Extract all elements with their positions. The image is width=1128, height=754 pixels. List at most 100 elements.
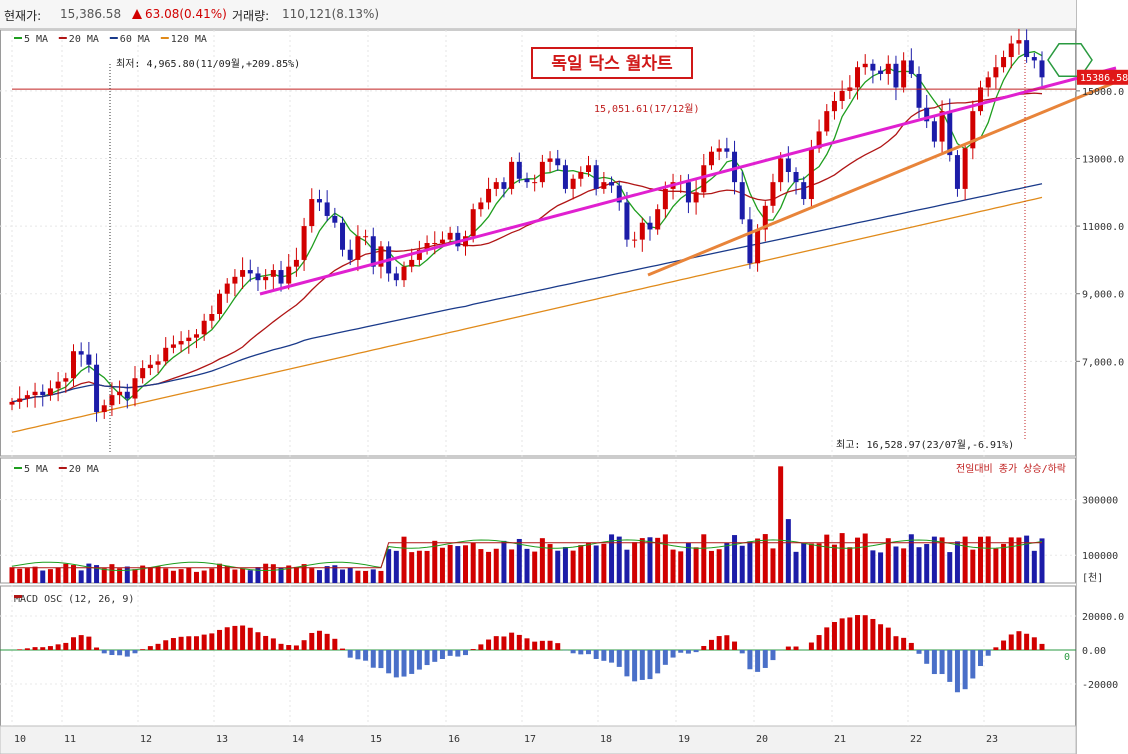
candle-body bbox=[40, 391, 46, 396]
macd-osc-bar bbox=[94, 647, 100, 650]
volume-bar bbox=[701, 534, 707, 583]
volume-bar bbox=[224, 565, 230, 583]
candle-body bbox=[862, 63, 868, 68]
candle-body bbox=[240, 270, 246, 277]
legends: 5 MA 20 MA 60 MA 120 MA 5 MA 20 MA 전일대비 종가 상승/… bbox=[14, 34, 1066, 605]
macd-osc-bar bbox=[293, 645, 299, 650]
volume-bar bbox=[124, 566, 130, 583]
moving-averages bbox=[11, 50, 1043, 433]
macd-osc-bar bbox=[732, 641, 738, 650]
macd-osc-bar bbox=[908, 642, 914, 650]
candle-body bbox=[808, 148, 814, 200]
x-tick-label: 22 bbox=[910, 734, 922, 745]
volume-bar bbox=[147, 567, 153, 583]
volume-bar bbox=[178, 569, 184, 583]
macd-osc-bar bbox=[1001, 640, 1007, 650]
candle-body bbox=[870, 63, 876, 71]
candle-body bbox=[63, 378, 69, 382]
candle-body bbox=[493, 182, 499, 189]
volume-bar bbox=[409, 552, 415, 583]
candle-body bbox=[831, 101, 837, 112]
macd-osc-bar bbox=[63, 642, 69, 650]
macd-osc-bar bbox=[555, 643, 561, 650]
candle-body bbox=[547, 158, 553, 162]
candle-body bbox=[609, 182, 615, 186]
macd-osc-bar bbox=[178, 636, 184, 650]
macd-osc-bar bbox=[393, 650, 399, 678]
macd-osc-bar bbox=[885, 627, 891, 650]
volume-bar bbox=[478, 549, 484, 583]
up-triangle-icon bbox=[132, 9, 142, 19]
volume-bar bbox=[186, 567, 192, 583]
candle-body bbox=[647, 222, 653, 230]
volume-bar bbox=[240, 568, 246, 583]
candle-body bbox=[947, 111, 953, 156]
candle-body bbox=[24, 395, 30, 399]
volume-panel bbox=[9, 466, 1045, 583]
candle-body bbox=[539, 161, 545, 183]
volume-bar bbox=[855, 537, 861, 583]
candle-body bbox=[585, 165, 591, 172]
candle-body bbox=[954, 155, 960, 189]
candle-body bbox=[486, 188, 492, 203]
macd-osc-bar bbox=[739, 650, 745, 654]
volume-bar bbox=[716, 549, 722, 583]
candle-body bbox=[224, 283, 230, 294]
volume-bar bbox=[747, 541, 753, 583]
volume-bar bbox=[724, 542, 730, 583]
macd-osc-bar bbox=[147, 646, 153, 650]
y-tick-label: 7,000.0 bbox=[1082, 357, 1124, 368]
candle-body bbox=[816, 131, 822, 149]
annotations: 최저: 4,965.80(11/09월,+209.85%) 최고: 16,528.… bbox=[109, 43, 1093, 452]
macd-osc-bar bbox=[516, 634, 522, 650]
volume-bar bbox=[801, 542, 807, 583]
macd-osc-bar bbox=[724, 635, 730, 650]
x-tick-label: 16 bbox=[448, 734, 460, 745]
candle-body bbox=[855, 67, 861, 88]
candle-body bbox=[193, 334, 199, 338]
volume-bar bbox=[585, 543, 591, 583]
macd-osc-bar bbox=[870, 618, 876, 650]
macd-osc-bar bbox=[40, 647, 46, 650]
legend-label: 120 MA bbox=[171, 34, 207, 45]
volume-bar bbox=[931, 536, 937, 583]
candle-body bbox=[732, 151, 738, 183]
macd-osc-bar bbox=[24, 648, 30, 650]
volume-bar bbox=[94, 565, 100, 583]
candle-body bbox=[101, 405, 107, 413]
y-tick-label: 11000.0 bbox=[1082, 222, 1124, 233]
candles bbox=[9, 28, 1045, 422]
volume-bar bbox=[547, 544, 553, 583]
volume-bar bbox=[947, 552, 953, 583]
volume-bar bbox=[278, 567, 284, 583]
candle-body bbox=[278, 270, 284, 284]
candle-body bbox=[1039, 60, 1045, 78]
macd-osc-bar bbox=[762, 650, 768, 668]
candle-body bbox=[516, 161, 522, 179]
volume-bar bbox=[501, 540, 507, 583]
candle-body bbox=[962, 148, 968, 189]
macd-zero-label: 0 bbox=[1064, 652, 1070, 663]
volume-bar bbox=[293, 566, 299, 583]
candle-body bbox=[570, 178, 576, 189]
candle-body bbox=[778, 158, 784, 183]
volume-bar bbox=[1001, 543, 1007, 583]
candle-body bbox=[1008, 43, 1014, 58]
macd-osc-bar bbox=[785, 646, 791, 650]
volume-bar bbox=[878, 552, 884, 583]
volume-bar bbox=[486, 551, 492, 583]
volume-bar bbox=[609, 534, 615, 583]
candle-body bbox=[332, 215, 338, 223]
candle-body bbox=[432, 243, 438, 244]
x-tick-label: 20 bbox=[756, 734, 768, 745]
macd-osc-bar bbox=[247, 627, 253, 650]
candle-body bbox=[124, 391, 130, 399]
macd-osc-bar bbox=[163, 640, 169, 650]
volume-bar bbox=[416, 550, 422, 583]
macd-osc-bar bbox=[324, 633, 330, 650]
candle-body bbox=[255, 273, 261, 281]
volume-bar bbox=[193, 571, 199, 583]
candle-body bbox=[17, 398, 23, 402]
macd-osc-bar bbox=[947, 650, 953, 682]
volume-bar bbox=[101, 568, 107, 583]
